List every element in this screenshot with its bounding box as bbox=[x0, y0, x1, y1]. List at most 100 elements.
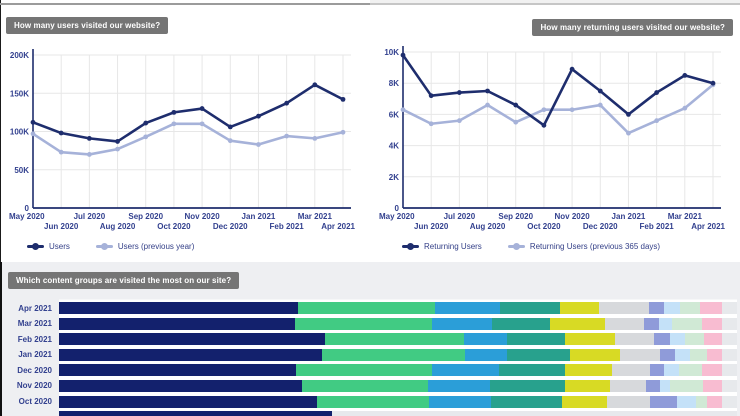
data-point[interactable] bbox=[58, 149, 64, 155]
data-point[interactable] bbox=[171, 121, 177, 127]
data-point[interactable] bbox=[400, 107, 406, 113]
bar-segment[interactable] bbox=[619, 348, 660, 361]
bar-segment[interactable] bbox=[672, 317, 703, 330]
data-point[interactable] bbox=[428, 93, 434, 99]
bar-segment[interactable] bbox=[59, 379, 303, 392]
bar-segment[interactable] bbox=[609, 379, 646, 392]
bar-segment[interactable] bbox=[59, 364, 296, 377]
bar-segment[interactable] bbox=[680, 302, 701, 314]
data-point[interactable] bbox=[227, 124, 233, 130]
bar-segment[interactable] bbox=[649, 364, 664, 377]
data-point[interactable] bbox=[171, 109, 177, 115]
data-point[interactable] bbox=[312, 82, 318, 88]
data-point[interactable] bbox=[199, 121, 205, 127]
bar-segment[interactable] bbox=[664, 302, 681, 314]
bar-segment[interactable] bbox=[499, 302, 560, 314]
data-point[interactable] bbox=[654, 118, 660, 124]
bar-segment[interactable] bbox=[606, 395, 650, 408]
data-point[interactable] bbox=[199, 106, 205, 111]
bar-segment[interactable] bbox=[669, 379, 703, 392]
bar-segment[interactable] bbox=[59, 333, 325, 346]
bar-segment[interactable] bbox=[707, 348, 723, 361]
bar-segment[interactable] bbox=[611, 364, 650, 377]
data-point[interactable] bbox=[541, 122, 547, 128]
bar-segment[interactable] bbox=[322, 348, 466, 361]
bar-segment[interactable] bbox=[507, 333, 565, 346]
bar-segment[interactable] bbox=[643, 317, 660, 330]
data-point[interactable] bbox=[340, 129, 346, 135]
data-point[interactable] bbox=[256, 142, 261, 147]
bar-segment[interactable] bbox=[702, 379, 722, 392]
bar-segment[interactable] bbox=[645, 379, 660, 392]
data-point[interactable] bbox=[485, 102, 490, 108]
bar-segment[interactable] bbox=[649, 302, 665, 314]
data-point[interactable] bbox=[30, 131, 36, 137]
data-point[interactable] bbox=[143, 120, 149, 126]
bar-segment[interactable] bbox=[659, 379, 670, 392]
data-point[interactable] bbox=[58, 130, 64, 136]
bar-segment[interactable] bbox=[428, 395, 492, 408]
bar-segment[interactable] bbox=[674, 348, 691, 361]
bar-segment[interactable] bbox=[432, 317, 492, 330]
data-point[interactable] bbox=[456, 118, 462, 124]
data-point[interactable] bbox=[400, 52, 406, 58]
data-point[interactable] bbox=[456, 90, 462, 95]
bar-segment[interactable] bbox=[700, 302, 723, 314]
bar-segment[interactable] bbox=[59, 395, 317, 408]
bar-segment[interactable] bbox=[704, 333, 723, 346]
data-point[interactable] bbox=[227, 138, 233, 144]
bar-segment[interactable] bbox=[59, 317, 296, 330]
bar-segment[interactable] bbox=[295, 317, 433, 330]
bar-segment[interactable] bbox=[684, 333, 705, 346]
data-point[interactable] bbox=[485, 88, 490, 94]
data-point[interactable] bbox=[256, 113, 261, 119]
bar-segment[interactable] bbox=[561, 395, 607, 408]
bar-segment[interactable] bbox=[702, 317, 723, 330]
data-point[interactable] bbox=[513, 102, 519, 108]
data-point[interactable] bbox=[428, 121, 434, 127]
data-point[interactable] bbox=[340, 96, 346, 102]
data-point[interactable] bbox=[626, 130, 631, 136]
bar-segment[interactable] bbox=[498, 364, 565, 377]
data-point[interactable] bbox=[682, 105, 688, 111]
bar-segment[interactable] bbox=[690, 348, 708, 361]
data-point[interactable] bbox=[284, 100, 290, 106]
data-point[interactable] bbox=[569, 66, 575, 72]
data-point[interactable] bbox=[597, 102, 603, 108]
bar-segment[interactable] bbox=[659, 317, 673, 330]
data-point[interactable] bbox=[569, 107, 575, 113]
bar-segment[interactable] bbox=[707, 395, 722, 408]
data-point[interactable] bbox=[86, 135, 92, 141]
bar-segment[interactable] bbox=[491, 317, 550, 330]
data-point[interactable] bbox=[597, 88, 603, 94]
bar-segment[interactable] bbox=[564, 379, 610, 392]
data-point[interactable] bbox=[30, 119, 36, 125]
data-point[interactable] bbox=[513, 119, 519, 125]
bar-segment[interactable] bbox=[564, 364, 612, 377]
bar-segment[interactable] bbox=[427, 379, 490, 392]
bar-segment[interactable] bbox=[570, 348, 620, 361]
bar-segment[interactable] bbox=[464, 333, 508, 346]
data-point[interactable] bbox=[682, 73, 688, 78]
bar-segment[interactable] bbox=[654, 333, 670, 346]
bar-segment[interactable] bbox=[431, 364, 499, 377]
bar-segment[interactable] bbox=[649, 395, 677, 408]
bar-segment[interactable] bbox=[465, 348, 508, 361]
bar-segment[interactable] bbox=[696, 395, 708, 408]
data-point[interactable] bbox=[115, 146, 120, 152]
bar-segment[interactable] bbox=[702, 364, 723, 377]
bar-segment[interactable] bbox=[59, 411, 333, 416]
bar-segment[interactable] bbox=[302, 379, 428, 392]
bar-segment[interactable] bbox=[599, 302, 650, 314]
data-point[interactable] bbox=[86, 152, 92, 157]
bar-segment[interactable] bbox=[316, 395, 429, 408]
data-point[interactable] bbox=[115, 139, 120, 144]
bar-segment[interactable] bbox=[564, 333, 615, 346]
bar-segment[interactable] bbox=[659, 348, 675, 361]
data-point[interactable] bbox=[541, 107, 547, 113]
bar-segment[interactable] bbox=[59, 348, 323, 361]
data-point[interactable] bbox=[654, 90, 660, 95]
bar-segment[interactable] bbox=[663, 364, 679, 377]
